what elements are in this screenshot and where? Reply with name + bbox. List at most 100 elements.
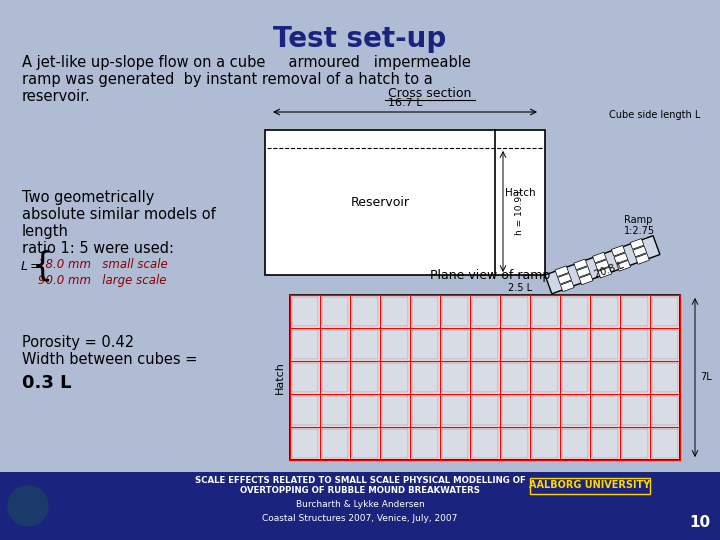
Text: length: length xyxy=(22,224,69,239)
Bar xyxy=(592,297,618,326)
Text: ratio 1: 5 were used:: ratio 1: 5 were used: xyxy=(22,241,174,256)
Text: {: { xyxy=(32,249,53,282)
Bar xyxy=(412,396,438,425)
Polygon shape xyxy=(574,259,588,270)
Text: Width between cubes =: Width between cubes = xyxy=(22,352,197,367)
Bar xyxy=(292,363,318,392)
Bar xyxy=(652,330,678,359)
Bar xyxy=(442,330,468,359)
Bar xyxy=(412,363,438,392)
Polygon shape xyxy=(580,274,593,285)
Bar xyxy=(442,396,468,425)
Polygon shape xyxy=(558,273,572,284)
Bar xyxy=(382,330,408,359)
Bar xyxy=(532,330,558,359)
Bar xyxy=(382,396,408,425)
Bar xyxy=(502,429,528,458)
Bar xyxy=(292,330,318,359)
Bar xyxy=(532,363,558,392)
Bar xyxy=(292,396,318,425)
Bar xyxy=(322,396,348,425)
Text: Cross section: Cross section xyxy=(388,87,472,100)
Text: 7L: 7L xyxy=(700,373,712,382)
Polygon shape xyxy=(633,246,647,256)
Text: ramp was generated  by instant removal of a hatch to a: ramp was generated by instant removal of… xyxy=(22,72,433,87)
Text: AALBORG UNIVERSITY: AALBORG UNIVERSITY xyxy=(529,480,651,490)
Bar xyxy=(502,363,528,392)
Polygon shape xyxy=(577,267,590,277)
Bar xyxy=(652,363,678,392)
Bar xyxy=(352,363,378,392)
Bar xyxy=(322,297,348,326)
Bar xyxy=(382,363,408,392)
Bar xyxy=(532,396,558,425)
Bar xyxy=(472,396,498,425)
Bar xyxy=(472,363,498,392)
Bar xyxy=(442,297,468,326)
Bar xyxy=(442,429,468,458)
Bar xyxy=(530,478,650,494)
Text: Hatch: Hatch xyxy=(505,187,535,198)
Bar xyxy=(622,330,648,359)
Polygon shape xyxy=(598,267,612,278)
Bar xyxy=(622,363,648,392)
Text: Porosity = 0.42: Porosity = 0.42 xyxy=(22,335,134,350)
Bar xyxy=(292,429,318,458)
Bar xyxy=(592,429,618,458)
Bar xyxy=(352,297,378,326)
Polygon shape xyxy=(555,266,569,276)
Text: SCALE EFFECTS RELATED TO SMALL SCALE PHYSICAL MODELLING OF
OVERTOPPING OF RUBBLE: SCALE EFFECTS RELATED TO SMALL SCALE PHY… xyxy=(194,476,526,495)
Bar xyxy=(442,363,468,392)
Bar xyxy=(412,429,438,458)
Polygon shape xyxy=(595,260,609,271)
Bar xyxy=(502,396,528,425)
Bar xyxy=(382,297,408,326)
Text: 0.3 L: 0.3 L xyxy=(22,374,71,392)
Bar xyxy=(352,429,378,458)
Bar xyxy=(532,429,558,458)
Bar xyxy=(322,330,348,359)
Bar xyxy=(412,330,438,359)
Text: Test set-up: Test set-up xyxy=(274,25,446,53)
Bar xyxy=(652,429,678,458)
Bar xyxy=(472,429,498,458)
Circle shape xyxy=(8,486,48,526)
Bar xyxy=(265,130,545,275)
Text: $L=$: $L=$ xyxy=(20,260,40,273)
Text: h = 10.9 L: h = 10.9 L xyxy=(515,188,524,235)
Text: Cube side length L: Cube side length L xyxy=(608,110,700,120)
Bar xyxy=(562,396,588,425)
Text: reservoir.: reservoir. xyxy=(22,89,91,104)
Bar xyxy=(292,297,318,326)
Polygon shape xyxy=(593,252,606,263)
Bar xyxy=(562,429,588,458)
Text: Ramp
1:2.75: Ramp 1:2.75 xyxy=(624,214,655,236)
Bar xyxy=(622,429,648,458)
Bar xyxy=(382,429,408,458)
Bar xyxy=(562,297,588,326)
Bar xyxy=(472,330,498,359)
Bar xyxy=(0,472,720,540)
Text: Burcharth & Lykke Andersen: Burcharth & Lykke Andersen xyxy=(296,500,424,509)
Bar xyxy=(290,295,680,460)
Bar xyxy=(352,396,378,425)
Bar xyxy=(352,330,378,359)
Bar xyxy=(652,396,678,425)
Text: ~: ~ xyxy=(20,496,36,516)
Text: Reservoir: Reservoir xyxy=(351,196,410,209)
Polygon shape xyxy=(630,239,644,249)
Bar xyxy=(472,297,498,326)
Text: 90.0 mm   large scale: 90.0 mm large scale xyxy=(38,274,166,287)
Polygon shape xyxy=(614,253,628,264)
Polygon shape xyxy=(545,235,660,294)
Text: Coastal Structures 2007, Venice, July, 2007: Coastal Structures 2007, Venice, July, 2… xyxy=(262,514,458,523)
Text: absolute similar models of: absolute similar models of xyxy=(22,207,216,222)
Bar xyxy=(562,363,588,392)
Polygon shape xyxy=(617,260,631,271)
Text: Plane view of ramp: Plane view of ramp xyxy=(430,269,550,282)
Bar xyxy=(562,330,588,359)
Bar xyxy=(622,297,648,326)
Bar xyxy=(322,363,348,392)
Text: 16.7 L: 16.7 L xyxy=(388,98,422,108)
Bar xyxy=(592,330,618,359)
